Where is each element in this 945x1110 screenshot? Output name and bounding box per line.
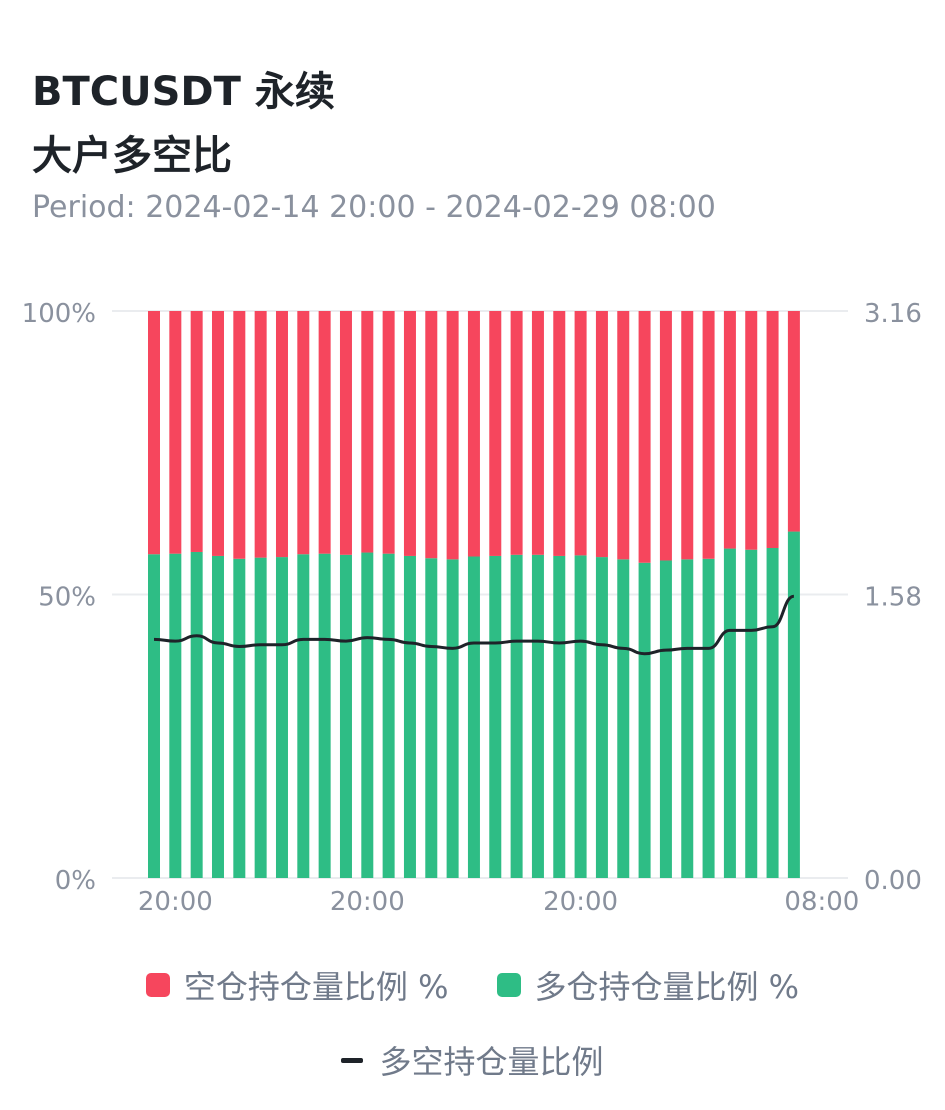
- bar-short: [766, 311, 779, 549]
- chart-title-symbol: BTCUSDT 永续: [32, 69, 335, 115]
- bar-long: [446, 559, 459, 878]
- bar-long: [403, 555, 416, 878]
- bar-short: [403, 311, 416, 556]
- period-separator: -: [425, 190, 436, 225]
- bar-long: [339, 554, 352, 878]
- legend-swatch-long: [496, 973, 521, 997]
- x-tick-label: 20:00: [138, 887, 213, 917]
- x-tick-label: 08:00: [784, 887, 859, 917]
- bar-short: [169, 311, 182, 554]
- bar-long: [467, 556, 480, 878]
- bar-long: [382, 553, 395, 878]
- bar-long: [190, 551, 203, 878]
- bar-short: [787, 311, 800, 532]
- bar-long: [659, 560, 672, 878]
- bar-short: [702, 311, 715, 559]
- bar-short: [211, 311, 224, 556]
- bar-short: [275, 311, 288, 558]
- bar-long: [297, 554, 310, 878]
- bar-long: [702, 558, 715, 878]
- bar-long: [574, 555, 587, 878]
- bar-short: [745, 311, 758, 550]
- bar-long: [148, 554, 160, 878]
- bar-long: [361, 552, 374, 878]
- bar-long: [233, 558, 246, 878]
- bar-short: [531, 311, 544, 555]
- bar-short: [489, 311, 502, 556]
- bar-long: [425, 558, 438, 878]
- x-tick-label: 20:00: [543, 887, 618, 917]
- bar-short: [148, 311, 160, 555]
- y-right-tick-label: 3.16: [864, 299, 922, 329]
- bar-long: [638, 562, 651, 878]
- bar-long: [766, 548, 779, 878]
- period-start: 2024-02-14 20:00: [145, 190, 416, 225]
- bar-short: [190, 311, 203, 552]
- period-range: Period: 2024-02-14 20:00 - 2024-02-29 08…: [32, 190, 716, 225]
- bar-short: [254, 311, 267, 558]
- bar-long: [553, 555, 566, 878]
- bar-short: [638, 311, 651, 563]
- chart-title-metric: 大户多空比: [32, 133, 232, 179]
- bar-long: [169, 553, 182, 878]
- bar-long: [787, 531, 800, 878]
- legend-row-secondary: 多空持仓量比例: [0, 1037, 945, 1083]
- period-label: Period:: [32, 190, 136, 225]
- legend-label-long: 多仓持仓量比例 %: [534, 968, 800, 1006]
- legend-item-long[interactable]: 多仓持仓量比例 %: [496, 962, 800, 1008]
- bar-short: [425, 311, 438, 559]
- bar-short: [617, 311, 630, 560]
- legend-item-short[interactable]: 空仓持仓量比例 %: [145, 962, 449, 1008]
- bar-short: [446, 311, 459, 560]
- period-end: 2024-02-29 08:00: [445, 190, 716, 225]
- bar-long: [681, 559, 694, 878]
- legend-item-ratio[interactable]: 多空持仓量比例: [341, 1037, 604, 1083]
- bar-short: [467, 311, 480, 557]
- bar-short: [297, 311, 310, 555]
- bar-short: [681, 311, 694, 560]
- bar-long: [595, 557, 608, 878]
- y-right-tick-label: 1.58: [864, 583, 922, 613]
- bar-long: [531, 554, 544, 878]
- bar-long: [211, 555, 224, 878]
- y-right-tick-label: 0.00: [864, 866, 922, 896]
- bar-short: [553, 311, 566, 556]
- bar-short: [574, 311, 587, 556]
- bar-long: [510, 554, 523, 878]
- bar-long: [318, 553, 331, 878]
- long-short-ratio-chart: 100% 50% 0% 3.16 1.58 0.00 20:00 20:00 20:00 08:0…: [22, 299, 922, 917]
- bar-long: [275, 557, 288, 878]
- bar-long: [254, 557, 267, 878]
- bar-short: [361, 311, 374, 553]
- bar-short: [510, 311, 523, 555]
- ratio-line: [153, 594, 795, 656]
- x-tick-label: 20:00: [330, 887, 405, 917]
- legend-label-ratio: 多空持仓量比例: [379, 1043, 604, 1081]
- bar-long: [745, 549, 758, 878]
- bar-short: [723, 311, 736, 549]
- bar-short: [339, 311, 352, 555]
- legend-swatch-short: [145, 973, 170, 997]
- y-left-tick-label: 100%: [22, 299, 96, 329]
- legend-label-short: 空仓持仓量比例 %: [183, 968, 449, 1006]
- bar-long: [489, 555, 502, 878]
- bar-short: [659, 311, 672, 561]
- y-left-tick-label: 50%: [38, 583, 96, 613]
- bar-short: [595, 311, 608, 558]
- bar-short: [233, 311, 246, 559]
- legend-swatch-ratio: [341, 1057, 364, 1063]
- bar-long: [723, 548, 736, 878]
- y-left-tick-label: 0%: [55, 866, 96, 896]
- bar-long: [617, 559, 630, 878]
- bar-short: [382, 311, 395, 554]
- bar-short: [318, 311, 331, 554]
- legend-row-primary: 空仓持仓量比例 % 多仓持仓量比例 %: [0, 962, 945, 1008]
